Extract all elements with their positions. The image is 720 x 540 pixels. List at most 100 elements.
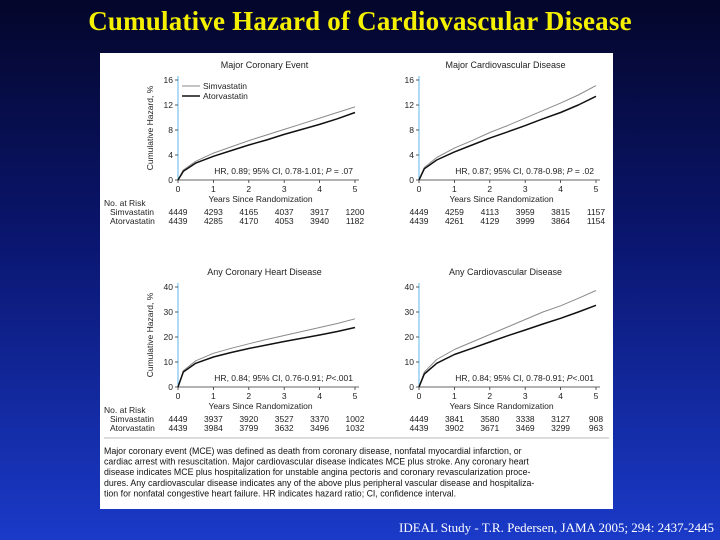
risk-value: 3496 xyxy=(310,423,329,433)
x-tick-label: 5 xyxy=(353,184,358,194)
risk-value: 3940 xyxy=(310,216,329,226)
p-label: P xyxy=(567,373,573,383)
risk-value: 3338 xyxy=(516,414,535,424)
x-axis-label: Years Since Randomization xyxy=(449,194,553,204)
risk-value: 4439 xyxy=(169,216,188,226)
y-tick-label: 20 xyxy=(164,332,174,342)
risk-value: 3937 xyxy=(204,414,223,424)
risk-value: 3815 xyxy=(551,207,570,217)
risk-value: 4439 xyxy=(410,423,429,433)
p-label: P xyxy=(567,166,573,176)
chart-title: Any Coronary Heart Disease xyxy=(207,267,322,277)
y-tick-label: 10 xyxy=(164,357,174,367)
x-tick-label: 1 xyxy=(452,184,457,194)
risk-value: 3864 xyxy=(551,216,570,226)
risk-row-label: Atorvastatin xyxy=(110,423,155,433)
risk-value: 4113 xyxy=(481,207,500,217)
risk-value: 4449 xyxy=(169,207,188,217)
series-line-atorvastatin xyxy=(177,326,356,388)
y-tick-label: 12 xyxy=(164,100,174,110)
figure-panel: Major Coronary Event 0 4 8 12 16 0 1 2 3 4 5 Years S… xyxy=(100,53,613,509)
series-line-simvastatin xyxy=(177,318,356,388)
x-axis-label: Years Since Randomization xyxy=(449,401,553,411)
y-tick-label: 20 xyxy=(405,332,415,342)
risk-value: 908 xyxy=(589,414,603,424)
risk-value: 4129 xyxy=(480,216,499,226)
hr-text: HR, 0.84; 95% CI, 0.76-0.91; xyxy=(214,373,326,383)
risk-value: 4449 xyxy=(410,207,429,217)
risk-value: 1157 xyxy=(587,207,606,217)
series-line-simvastatin xyxy=(177,106,356,181)
y-tick-label: 30 xyxy=(164,307,174,317)
y-tick-label: 8 xyxy=(168,125,173,135)
x-tick-label: 4 xyxy=(558,184,563,194)
y-axis-label: Cumulative Hazard, % xyxy=(145,292,155,377)
risk-value: 3799 xyxy=(239,423,258,433)
x-tick-label: 0 xyxy=(417,391,422,401)
x-tick-label: 2 xyxy=(246,391,251,401)
y-tick-label: 0 xyxy=(168,382,173,392)
x-tick-label: 5 xyxy=(594,391,599,401)
p-label: P xyxy=(326,373,332,383)
x-tick-label: 1 xyxy=(211,184,216,194)
footnote-line: tion for nonfatal congestive heart failu… xyxy=(104,488,456,498)
risk-value: 3841 xyxy=(445,414,464,424)
risk-value: 4439 xyxy=(169,423,188,433)
x-axis-label: Years Since Randomization xyxy=(208,401,312,411)
risk-value: 3671 xyxy=(480,423,499,433)
x-axis-label: Years Since Randomization xyxy=(208,194,312,204)
risk-value: 4293 xyxy=(204,207,223,217)
footnote-line: dures. Any cardiovascular disease indica… xyxy=(104,478,534,488)
hr-annotation: HR, 0.84; 95% CI, 0.78-0.91; P<.001 xyxy=(455,373,594,383)
hr-text: HR, 0.89; 95% CI, 0.78-1.01; xyxy=(214,166,326,176)
series-line-simvastatin xyxy=(418,85,597,181)
risk-value: 3632 xyxy=(275,423,294,433)
hr-annotation: HR, 0.84; 95% CI, 0.76-0.91; P<.001 xyxy=(214,373,353,383)
x-tick-label: 4 xyxy=(317,391,322,401)
x-tick-label: 3 xyxy=(282,184,287,194)
y-tick-label: 4 xyxy=(168,150,173,160)
risk-value: 3469 xyxy=(516,423,535,433)
risk-value: 3917 xyxy=(310,207,329,217)
risk-value: 4439 xyxy=(410,216,429,226)
y-tick-label: 30 xyxy=(405,307,415,317)
y-tick-label: 0 xyxy=(168,175,173,185)
risk-value: 3299 xyxy=(551,423,570,433)
p-value: = .07 xyxy=(331,166,353,176)
risk-value: 4259 xyxy=(445,207,464,217)
series-line-atorvastatin xyxy=(418,95,597,181)
risk-value: 1200 xyxy=(346,207,365,217)
x-tick-label: 0 xyxy=(417,184,422,194)
risk-value: 1002 xyxy=(346,414,365,424)
x-tick-label: 3 xyxy=(282,391,287,401)
risk-value: 3127 xyxy=(551,414,570,424)
series-line-simvastatin xyxy=(418,290,597,388)
y-tick-label: 0 xyxy=(409,175,414,185)
risk-value: 1154 xyxy=(587,216,606,226)
x-tick-label: 0 xyxy=(176,391,181,401)
risk-row-label: Simvastatin xyxy=(110,207,154,217)
risk-value: 3370 xyxy=(310,414,329,424)
y-tick-label: 12 xyxy=(405,100,415,110)
x-tick-label: 3 xyxy=(523,184,528,194)
series-line-atorvastatin xyxy=(177,111,356,181)
x-tick-label: 4 xyxy=(317,184,322,194)
risk-row-label: Simvastatin xyxy=(110,414,154,424)
footnote-line: disease indicates MCE plus hospitalizati… xyxy=(104,467,530,477)
risk-value: 3527 xyxy=(275,414,294,424)
footnote-line: Major coronary event (MCE) was defined a… xyxy=(104,446,522,456)
x-tick-label: 1 xyxy=(452,391,457,401)
series-line-atorvastatin xyxy=(418,304,597,388)
hr-text: HR, 0.84; 95% CI, 0.78-0.91; xyxy=(455,373,567,383)
x-tick-label: 5 xyxy=(594,184,599,194)
y-tick-label: 8 xyxy=(409,125,414,135)
risk-value: 1032 xyxy=(346,423,365,433)
risk-value: 4170 xyxy=(239,216,258,226)
chart-title: Major Cardiovascular Disease xyxy=(445,60,565,70)
chart-title: Any Cardiovascular Disease xyxy=(449,267,562,277)
risk-value: 3580 xyxy=(480,414,499,424)
slide-title: Cumulative Hazard of Cardiovascular Dise… xyxy=(88,6,632,36)
chart-title: Major Coronary Event xyxy=(221,60,309,70)
